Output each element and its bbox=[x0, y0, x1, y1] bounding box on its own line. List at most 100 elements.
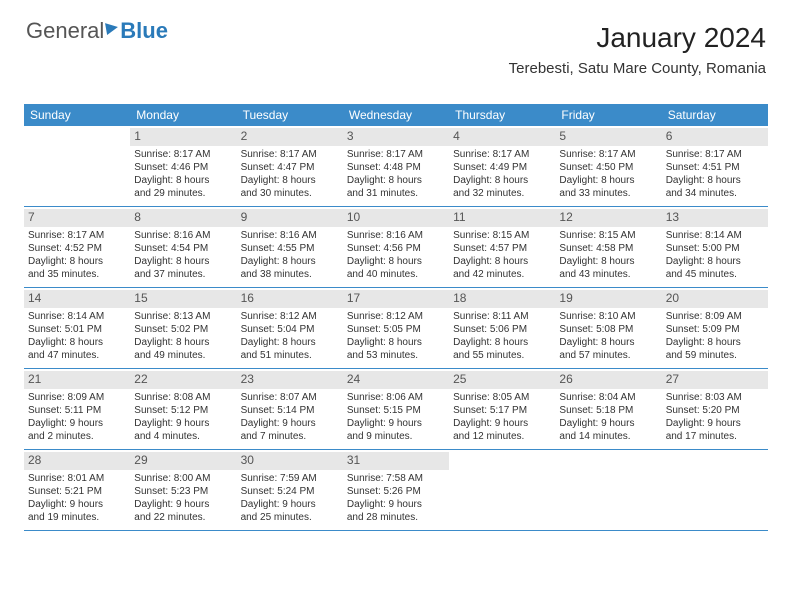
day-info-line: Sunset: 4:57 PM bbox=[453, 242, 551, 255]
day-info-line: and 53 minutes. bbox=[347, 349, 445, 362]
calendar-week: 28Sunrise: 8:01 AMSunset: 5:21 PMDayligh… bbox=[24, 450, 768, 531]
day-info-line: Daylight: 8 hours bbox=[453, 255, 551, 268]
day-info-line: Daylight: 8 hours bbox=[347, 255, 445, 268]
day-info-line: and 45 minutes. bbox=[666, 268, 764, 281]
day-info-line: Sunrise: 8:12 AM bbox=[347, 310, 445, 323]
day-info-line: Daylight: 8 hours bbox=[347, 174, 445, 187]
day-info-line: and 9 minutes. bbox=[347, 430, 445, 443]
day-info-line: Sunset: 4:52 PM bbox=[28, 242, 126, 255]
day-info-line: Sunset: 4:49 PM bbox=[453, 161, 551, 174]
day-info-line: Sunset: 5:12 PM bbox=[134, 404, 232, 417]
day-info-line: Daylight: 8 hours bbox=[241, 174, 339, 187]
day-info-line: Sunrise: 8:01 AM bbox=[28, 472, 126, 485]
calendar-week: 7Sunrise: 8:17 AMSunset: 4:52 PMDaylight… bbox=[24, 207, 768, 288]
day-info-line: Sunset: 4:47 PM bbox=[241, 161, 339, 174]
day-info-line: Daylight: 8 hours bbox=[134, 336, 232, 349]
day-info-line: Daylight: 8 hours bbox=[241, 336, 339, 349]
day-number: 11 bbox=[449, 209, 555, 227]
day-number: 29 bbox=[130, 452, 236, 470]
day-info-line: Daylight: 8 hours bbox=[241, 255, 339, 268]
day-info-line: Daylight: 9 hours bbox=[134, 498, 232, 511]
logo-text-1: General bbox=[26, 18, 104, 44]
day-number: 13 bbox=[662, 209, 768, 227]
day-info-line: Sunset: 5:01 PM bbox=[28, 323, 126, 336]
day-info-line: Sunset: 4:54 PM bbox=[134, 242, 232, 255]
calendar-day: 21Sunrise: 8:09 AMSunset: 5:11 PMDayligh… bbox=[24, 369, 130, 449]
day-info-line: Daylight: 9 hours bbox=[347, 417, 445, 430]
page-subtitle: Terebesti, Satu Mare County, Romania bbox=[509, 60, 766, 77]
calendar: SundayMondayTuesdayWednesdayThursdayFrid… bbox=[24, 104, 768, 531]
day-info-line: Sunset: 4:48 PM bbox=[347, 161, 445, 174]
calendar-day: 12Sunrise: 8:15 AMSunset: 4:58 PMDayligh… bbox=[555, 207, 661, 287]
day-number: 6 bbox=[662, 128, 768, 146]
day-info-line: Sunrise: 8:17 AM bbox=[347, 148, 445, 161]
day-info-line: Sunset: 4:50 PM bbox=[559, 161, 657, 174]
day-info-line: Sunrise: 8:12 AM bbox=[241, 310, 339, 323]
day-number: 17 bbox=[343, 290, 449, 308]
day-number: 14 bbox=[24, 290, 130, 308]
day-number bbox=[555, 452, 661, 454]
day-info-line: Sunset: 5:06 PM bbox=[453, 323, 551, 336]
day-info-line: and 57 minutes. bbox=[559, 349, 657, 362]
calendar-day: 18Sunrise: 8:11 AMSunset: 5:06 PMDayligh… bbox=[449, 288, 555, 368]
day-number: 21 bbox=[24, 371, 130, 389]
day-info-line: Daylight: 9 hours bbox=[241, 417, 339, 430]
calendar-day: 13Sunrise: 8:14 AMSunset: 5:00 PMDayligh… bbox=[662, 207, 768, 287]
calendar-week: 1Sunrise: 8:17 AMSunset: 4:46 PMDaylight… bbox=[24, 126, 768, 207]
calendar-day bbox=[662, 450, 768, 530]
calendar-day: 5Sunrise: 8:17 AMSunset: 4:50 PMDaylight… bbox=[555, 126, 661, 206]
day-number: 26 bbox=[555, 371, 661, 389]
calendar-day: 2 Sunrise: 8:17 AMSunset: 4:47 PMDaylight… bbox=[237, 126, 343, 206]
day-number: 2 bbox=[237, 128, 343, 146]
day-info-line: and 40 minutes. bbox=[347, 268, 445, 281]
day-info-line: and 51 minutes. bbox=[241, 349, 339, 362]
day-info-line: Sunset: 5:15 PM bbox=[347, 404, 445, 417]
day-info-line: Sunrise: 8:13 AM bbox=[134, 310, 232, 323]
weekday-header: Thursday bbox=[449, 104, 555, 126]
calendar-day: 31Sunrise: 7:58 AMSunset: 5:26 PMDayligh… bbox=[343, 450, 449, 530]
day-info-line: and 14 minutes. bbox=[559, 430, 657, 443]
title-block: January 2024 Terebesti, Satu Mare County… bbox=[509, 22, 766, 77]
calendar-day: 1Sunrise: 8:17 AMSunset: 4:46 PMDaylight… bbox=[130, 126, 236, 206]
day-info-line: Sunrise: 8:16 AM bbox=[347, 229, 445, 242]
calendar-day: 7Sunrise: 8:17 AMSunset: 4:52 PMDaylight… bbox=[24, 207, 130, 287]
day-info-line: and 35 minutes. bbox=[28, 268, 126, 281]
calendar-day: 14Sunrise: 8:14 AMSunset: 5:01 PMDayligh… bbox=[24, 288, 130, 368]
weekday-header: Wednesday bbox=[343, 104, 449, 126]
day-info-line: Daylight: 9 hours bbox=[453, 417, 551, 430]
calendar-week: 14Sunrise: 8:14 AMSunset: 5:01 PMDayligh… bbox=[24, 288, 768, 369]
weekday-header: Tuesday bbox=[237, 104, 343, 126]
day-info-line: and 25 minutes. bbox=[241, 511, 339, 524]
day-info-line: and 4 minutes. bbox=[134, 430, 232, 443]
calendar-day: 30Sunrise: 7:59 AMSunset: 5:24 PMDayligh… bbox=[237, 450, 343, 530]
calendar-day bbox=[24, 126, 130, 206]
day-info-line: Sunrise: 8:15 AM bbox=[453, 229, 551, 242]
day-number: 8 bbox=[130, 209, 236, 227]
day-info-line: Sunset: 5:24 PM bbox=[241, 485, 339, 498]
day-number bbox=[24, 128, 130, 130]
day-number: 28 bbox=[24, 452, 130, 470]
day-info-line: and 19 minutes. bbox=[28, 511, 126, 524]
day-info-line: and 29 minutes. bbox=[134, 187, 232, 200]
day-info-line: Sunrise: 8:17 AM bbox=[241, 148, 339, 161]
calendar-day: 27Sunrise: 8:03 AMSunset: 5:20 PMDayligh… bbox=[662, 369, 768, 449]
calendar-day: 17Sunrise: 8:12 AMSunset: 5:05 PMDayligh… bbox=[343, 288, 449, 368]
day-number: 15 bbox=[130, 290, 236, 308]
calendar-day: 16Sunrise: 8:12 AMSunset: 5:04 PMDayligh… bbox=[237, 288, 343, 368]
day-info-line: and 49 minutes. bbox=[134, 349, 232, 362]
day-info-line: and 43 minutes. bbox=[559, 268, 657, 281]
calendar-day: 26Sunrise: 8:04 AMSunset: 5:18 PMDayligh… bbox=[555, 369, 661, 449]
day-number: 25 bbox=[449, 371, 555, 389]
day-info-line: Daylight: 8 hours bbox=[134, 255, 232, 268]
weekday-header: Friday bbox=[555, 104, 661, 126]
day-info-line: and 55 minutes. bbox=[453, 349, 551, 362]
day-info-line: Daylight: 8 hours bbox=[453, 336, 551, 349]
calendar-day: 15Sunrise: 8:13 AMSunset: 5:02 PMDayligh… bbox=[130, 288, 236, 368]
calendar-day: 19Sunrise: 8:10 AMSunset: 5:08 PMDayligh… bbox=[555, 288, 661, 368]
day-info-line: Sunset: 5:04 PM bbox=[241, 323, 339, 336]
calendar-week: 21Sunrise: 8:09 AMSunset: 5:11 PMDayligh… bbox=[24, 369, 768, 450]
day-info-line: Sunset: 4:58 PM bbox=[559, 242, 657, 255]
day-number: 10 bbox=[343, 209, 449, 227]
day-info-line: Sunrise: 7:59 AM bbox=[241, 472, 339, 485]
day-info-line: Daylight: 9 hours bbox=[666, 417, 764, 430]
